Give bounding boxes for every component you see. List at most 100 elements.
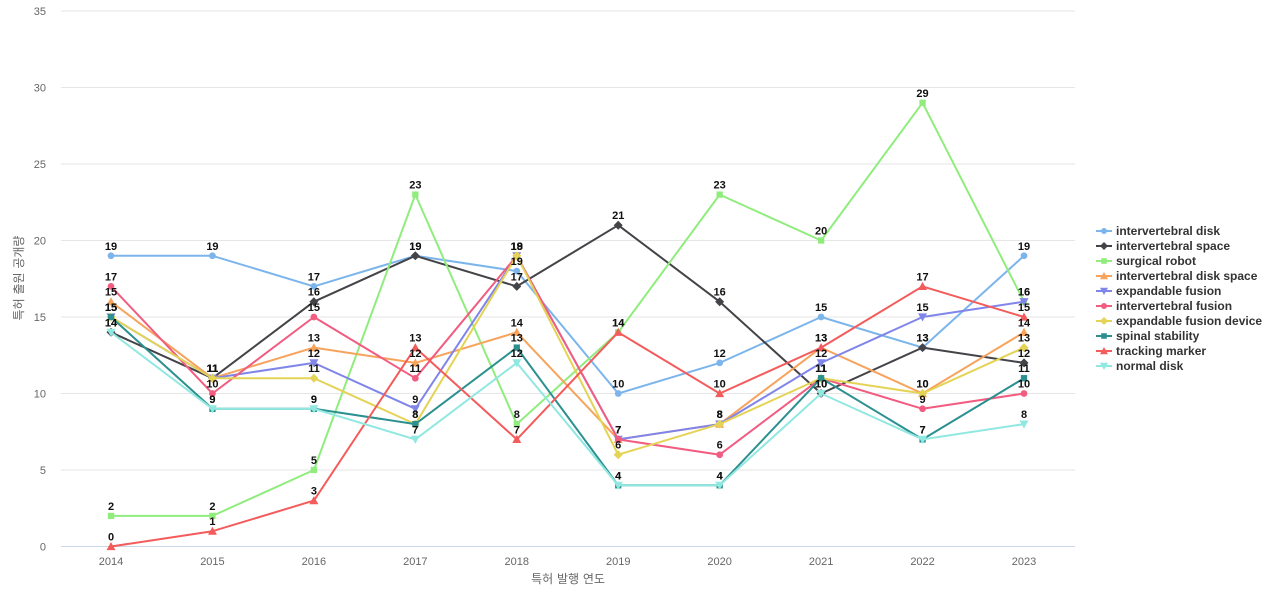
- series-intervertebral-space: [106, 220, 1029, 398]
- x-tick-label: 2018: [505, 556, 529, 568]
- data-label: 16: [1018, 287, 1030, 299]
- x-tick-label: 2017: [403, 556, 427, 568]
- data-label: 11: [1018, 363, 1030, 375]
- data-point: [512, 359, 522, 368]
- data-point: [715, 389, 725, 398]
- data-point: [309, 496, 319, 505]
- series-line: [110, 285, 1025, 548]
- series-line: [110, 254, 1025, 456]
- data-point: [816, 359, 826, 368]
- data-point: [715, 481, 725, 490]
- data-point: [816, 343, 826, 352]
- data-label: 11: [815, 363, 827, 375]
- data-point: [817, 313, 825, 321]
- data-label: 12: [1018, 348, 1030, 360]
- data-point: [715, 419, 725, 429]
- data-label: 11: [308, 363, 320, 375]
- data-label: 19: [511, 241, 523, 253]
- data-point: [512, 281, 522, 291]
- data-point: [1019, 420, 1029, 429]
- data-label: 6: [615, 440, 621, 452]
- data-point: [410, 251, 420, 261]
- data-point: [513, 344, 520, 351]
- data-label: 4: [717, 470, 724, 482]
- legend-item[interactable]: spinal stability: [1096, 329, 1200, 343]
- data-point: [614, 436, 622, 443]
- data-label: 7: [412, 424, 418, 436]
- series-line: [110, 254, 1025, 456]
- data-label: 19: [105, 241, 117, 253]
- data-label: 16: [1018, 287, 1030, 299]
- data-label: 14: [612, 317, 625, 329]
- data-point: [512, 251, 522, 261]
- data-label: 13: [308, 333, 320, 345]
- legend-item[interactable]: surgical robot: [1096, 254, 1196, 268]
- data-point: [309, 373, 319, 383]
- data-point: [919, 405, 926, 413]
- series-line: [110, 316, 1025, 487]
- data-label: 19: [206, 241, 218, 253]
- series-layer: [106, 99, 1029, 551]
- data-label: 15: [105, 302, 117, 314]
- data-label: 7: [615, 424, 621, 436]
- data-label: 12: [511, 348, 523, 360]
- data-label: 12: [308, 348, 320, 360]
- data-label: 4: [615, 470, 622, 482]
- data-point: [918, 435, 928, 444]
- data-label: 11: [207, 363, 219, 375]
- data-point: [512, 327, 522, 336]
- data-point: [107, 512, 115, 520]
- legend-item[interactable]: expandable fusion: [1096, 284, 1221, 298]
- legend-item[interactable]: normal disk: [1096, 359, 1184, 373]
- x-tick-label: 2015: [200, 556, 224, 568]
- data-label: 8: [717, 409, 723, 421]
- data-label: 11: [207, 363, 219, 375]
- data-point: [309, 343, 319, 352]
- legend-item[interactable]: tracking marker: [1096, 344, 1206, 358]
- data-label: 7: [615, 424, 621, 436]
- data-point: [613, 481, 623, 490]
- data-label: 8: [717, 409, 723, 421]
- data-label: 7: [919, 424, 925, 436]
- data-point: [207, 405, 217, 414]
- data-point: [817, 375, 825, 382]
- legend-symbol: [1100, 287, 1108, 295]
- data-label: 4: [717, 470, 724, 482]
- data-point: [106, 328, 116, 337]
- data-point: [919, 99, 926, 106]
- legend-item[interactable]: intervertebral fusion: [1096, 299, 1232, 313]
- legend-label: spinal stability: [1116, 329, 1200, 343]
- data-point: [309, 297, 319, 307]
- legend-label: tracking marker: [1116, 344, 1206, 358]
- y-axis-title: 특허 출원 공개량: [12, 236, 26, 321]
- data-label: 0: [108, 532, 114, 544]
- legend-item[interactable]: intervertebral disk: [1096, 224, 1220, 238]
- data-point: [513, 420, 520, 428]
- x-tick-label: 2020: [707, 556, 731, 568]
- legend-item[interactable]: expandable fusion device: [1096, 314, 1262, 328]
- data-label: 3: [311, 486, 317, 498]
- data-label: 1: [209, 516, 215, 528]
- data-point: [716, 359, 724, 367]
- data-point: [512, 434, 522, 443]
- data-point: [716, 191, 723, 198]
- legend-item[interactable]: intervertebral disk space: [1096, 269, 1258, 283]
- y-tick-label: 30: [34, 83, 46, 95]
- x-tick-label: 2016: [302, 556, 326, 568]
- x-tick-label: 2023: [1012, 556, 1036, 568]
- series-tracking-marker: [106, 281, 1029, 551]
- legend-label: intervertebral fusion: [1116, 299, 1232, 313]
- legend-symbol: [1100, 362, 1108, 370]
- legend-item[interactable]: intervertebral space: [1096, 239, 1230, 253]
- data-label: 10: [916, 379, 928, 391]
- data-label: 20: [815, 226, 827, 238]
- data-label: 10: [206, 379, 218, 391]
- data-point: [209, 512, 216, 520]
- series-line: [111, 101, 1025, 517]
- data-point: [1020, 375, 1028, 382]
- data-label: 11: [207, 363, 219, 375]
- data-label: 13: [815, 333, 827, 345]
- data-label: 15: [308, 302, 320, 314]
- data-point: [1019, 312, 1029, 321]
